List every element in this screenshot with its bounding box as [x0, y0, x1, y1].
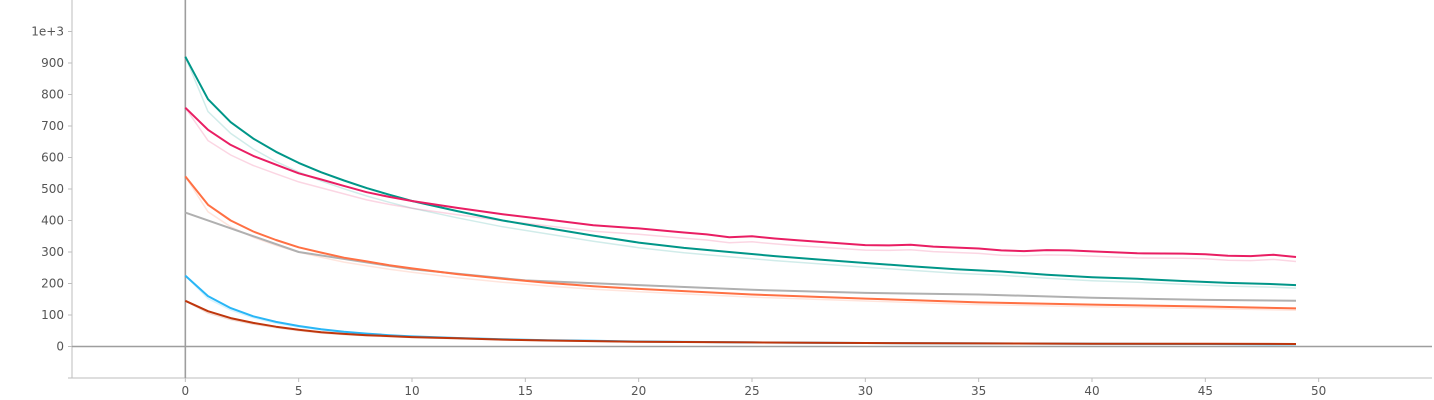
y-tick-label: 800: [41, 88, 64, 102]
series-line: [184, 211, 1297, 302]
series-line: [184, 56, 1297, 287]
x-tick-label: 50: [1311, 384, 1326, 398]
x-tick-label: 30: [858, 384, 873, 398]
y-tick-label: 600: [41, 151, 64, 165]
x-tick-label: 45: [1198, 384, 1213, 398]
y-tick-label: 0: [56, 340, 64, 354]
x-tick-label: 35: [971, 384, 986, 398]
x-tick-label: 40: [1084, 384, 1099, 398]
series-lines: [184, 56, 1297, 346]
x-tick-label: 0: [182, 384, 190, 398]
x-tick-label: 10: [404, 384, 419, 398]
x-tick-labels: 0 5 10 15 20 25 30 35 40 45 50: [182, 378, 1326, 398]
y-tick-label: 400: [41, 214, 64, 228]
y-tick-labels: 0 100 200 300 400 500 600 700 800 900 1e+3: [31, 25, 72, 379]
series-shadow-line: [184, 56, 1297, 289]
series-line: [184, 106, 1297, 258]
series-line: [184, 299, 1297, 345]
x-tick-label: 5: [295, 384, 303, 398]
series-smoothing-shadows: [184, 56, 1297, 346]
y-tick-label: 500: [41, 182, 64, 196]
series-shadow-line: [184, 107, 1297, 263]
y-tick-label: 900: [41, 56, 64, 70]
y-tick-label: 200: [41, 277, 64, 291]
x-tick-label: 25: [744, 384, 759, 398]
x-tick-label: 20: [631, 384, 646, 398]
x-tick-label: 15: [518, 384, 533, 398]
series-line: [184, 175, 1297, 310]
y-tick-label: 300: [41, 245, 64, 259]
series-shadow-line: [184, 175, 1297, 312]
y-tick-label: 700: [41, 119, 64, 133]
y-tick-label: 100: [41, 308, 64, 322]
y-tick-label: 1e+3: [31, 25, 64, 39]
